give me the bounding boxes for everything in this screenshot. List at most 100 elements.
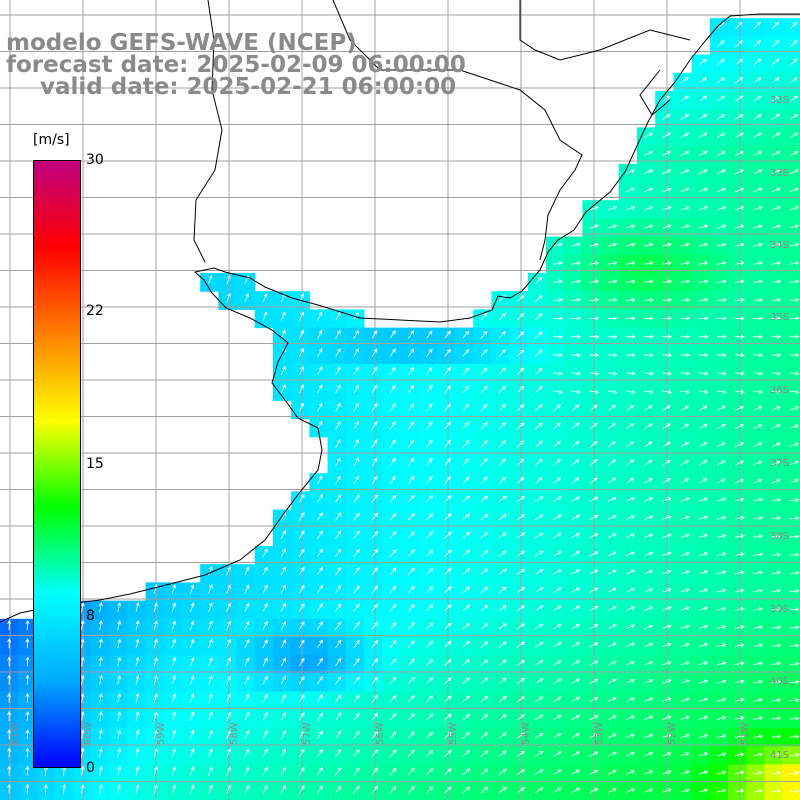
wind-arrow — [716, 424, 726, 430]
wind-arrow — [680, 661, 690, 666]
wind-arrow — [171, 747, 177, 758]
wind-arrow — [444, 403, 451, 412]
wind-arrow — [589, 261, 600, 266]
wind-arrow — [190, 675, 195, 685]
wind-arrow — [244, 620, 250, 630]
wind-arrow — [462, 622, 471, 630]
wind-arrow — [389, 658, 397, 667]
wind-arrow — [753, 442, 763, 448]
wind-arrow — [298, 584, 305, 594]
wind-arrow — [625, 459, 635, 466]
wind-arrow — [753, 206, 763, 211]
wind-arrow — [208, 693, 213, 703]
wind-arrow — [117, 656, 122, 667]
wind-arrow — [371, 603, 379, 612]
wind-arrow — [716, 770, 727, 775]
wind-arrow — [262, 620, 268, 630]
wind-arrow — [734, 788, 745, 793]
wind-arrow — [789, 552, 800, 557]
lon-label: 53W — [594, 722, 605, 745]
wind-arrow — [516, 349, 525, 357]
wind-arrow — [280, 602, 287, 612]
wind-arrow — [644, 405, 653, 412]
wind-arrow — [771, 224, 782, 229]
wind-arrow — [735, 460, 745, 466]
wind-arrow — [516, 659, 526, 666]
wind-arrow — [98, 692, 103, 703]
wind-arrow — [316, 585, 323, 594]
wind-arrow — [534, 787, 544, 794]
wind-arrow — [625, 187, 636, 193]
wind-speed-cell — [491, 345, 511, 365]
wind-arrow — [698, 588, 709, 593]
lat-label: 40S — [770, 676, 790, 687]
wind-arrow — [7, 692, 12, 703]
wind-arrow — [316, 748, 323, 758]
wind-arrow — [462, 348, 470, 357]
wind-arrow — [353, 548, 360, 558]
wind-arrow — [244, 693, 250, 703]
wind-arrow — [226, 711, 231, 721]
wind-arrow — [317, 402, 323, 412]
wind-arrow — [299, 311, 304, 321]
wind-arrow — [571, 769, 581, 775]
wind-arrow — [771, 789, 782, 794]
wind-arrow — [208, 657, 213, 667]
wind-arrow — [226, 657, 231, 667]
wind-arrow — [716, 715, 727, 720]
wind-arrow — [335, 785, 342, 794]
wind-arrow — [244, 293, 250, 303]
wind-arrow — [571, 334, 582, 339]
wind-arrow — [262, 602, 268, 612]
wind-arrow — [426, 476, 433, 485]
wind-arrow — [516, 532, 526, 539]
wind-arrow — [98, 620, 103, 631]
wind-arrow — [516, 440, 525, 448]
wind-arrow — [716, 169, 727, 175]
wind-arrow — [643, 353, 654, 358]
wind-arrow — [716, 460, 726, 466]
wind-arrow — [516, 404, 525, 412]
wind-arrow — [698, 224, 709, 229]
wind-speed-cell — [491, 309, 511, 329]
wind-arrow — [280, 384, 286, 394]
wind-arrow — [607, 769, 617, 775]
wind-arrow — [25, 765, 30, 776]
wind-arrow — [353, 730, 360, 740]
wind-arrow — [371, 348, 378, 357]
wind-arrow — [498, 787, 507, 794]
wind-arrow — [553, 751, 562, 757]
wind-arrow — [753, 132, 763, 138]
wind-arrow — [662, 679, 672, 684]
wind-arrow — [771, 661, 782, 666]
wind-arrow — [171, 602, 177, 612]
wind-arrow — [298, 766, 305, 776]
wind-arrow — [644, 132, 653, 138]
wind-arrow — [698, 661, 709, 666]
wind-arrow — [734, 316, 745, 321]
wind-arrow — [516, 367, 525, 375]
wind-arrow — [535, 331, 543, 339]
wind-arrow — [753, 770, 764, 775]
wind-arrow — [662, 606, 672, 611]
wind-arrow — [789, 261, 800, 266]
wind-arrow — [680, 242, 691, 247]
wind-arrow — [771, 770, 782, 775]
wind-arrow — [680, 624, 690, 629]
wind-arrow — [262, 784, 268, 794]
wind-arrow — [680, 752, 690, 757]
wind-arrow — [480, 513, 489, 521]
wind-arrow — [316, 730, 323, 740]
wind-arrow — [698, 606, 709, 611]
wind-arrow — [607, 297, 618, 302]
wind-arrow — [789, 95, 799, 102]
wind-arrow — [643, 788, 654, 793]
wind-arrow — [571, 787, 581, 794]
wind-arrow — [680, 570, 690, 575]
wind-arrow — [589, 515, 599, 521]
wind-arrow — [534, 660, 544, 666]
wind-arrow — [371, 621, 379, 630]
wind-arrow — [444, 622, 452, 630]
wind-arrow — [389, 585, 397, 594]
